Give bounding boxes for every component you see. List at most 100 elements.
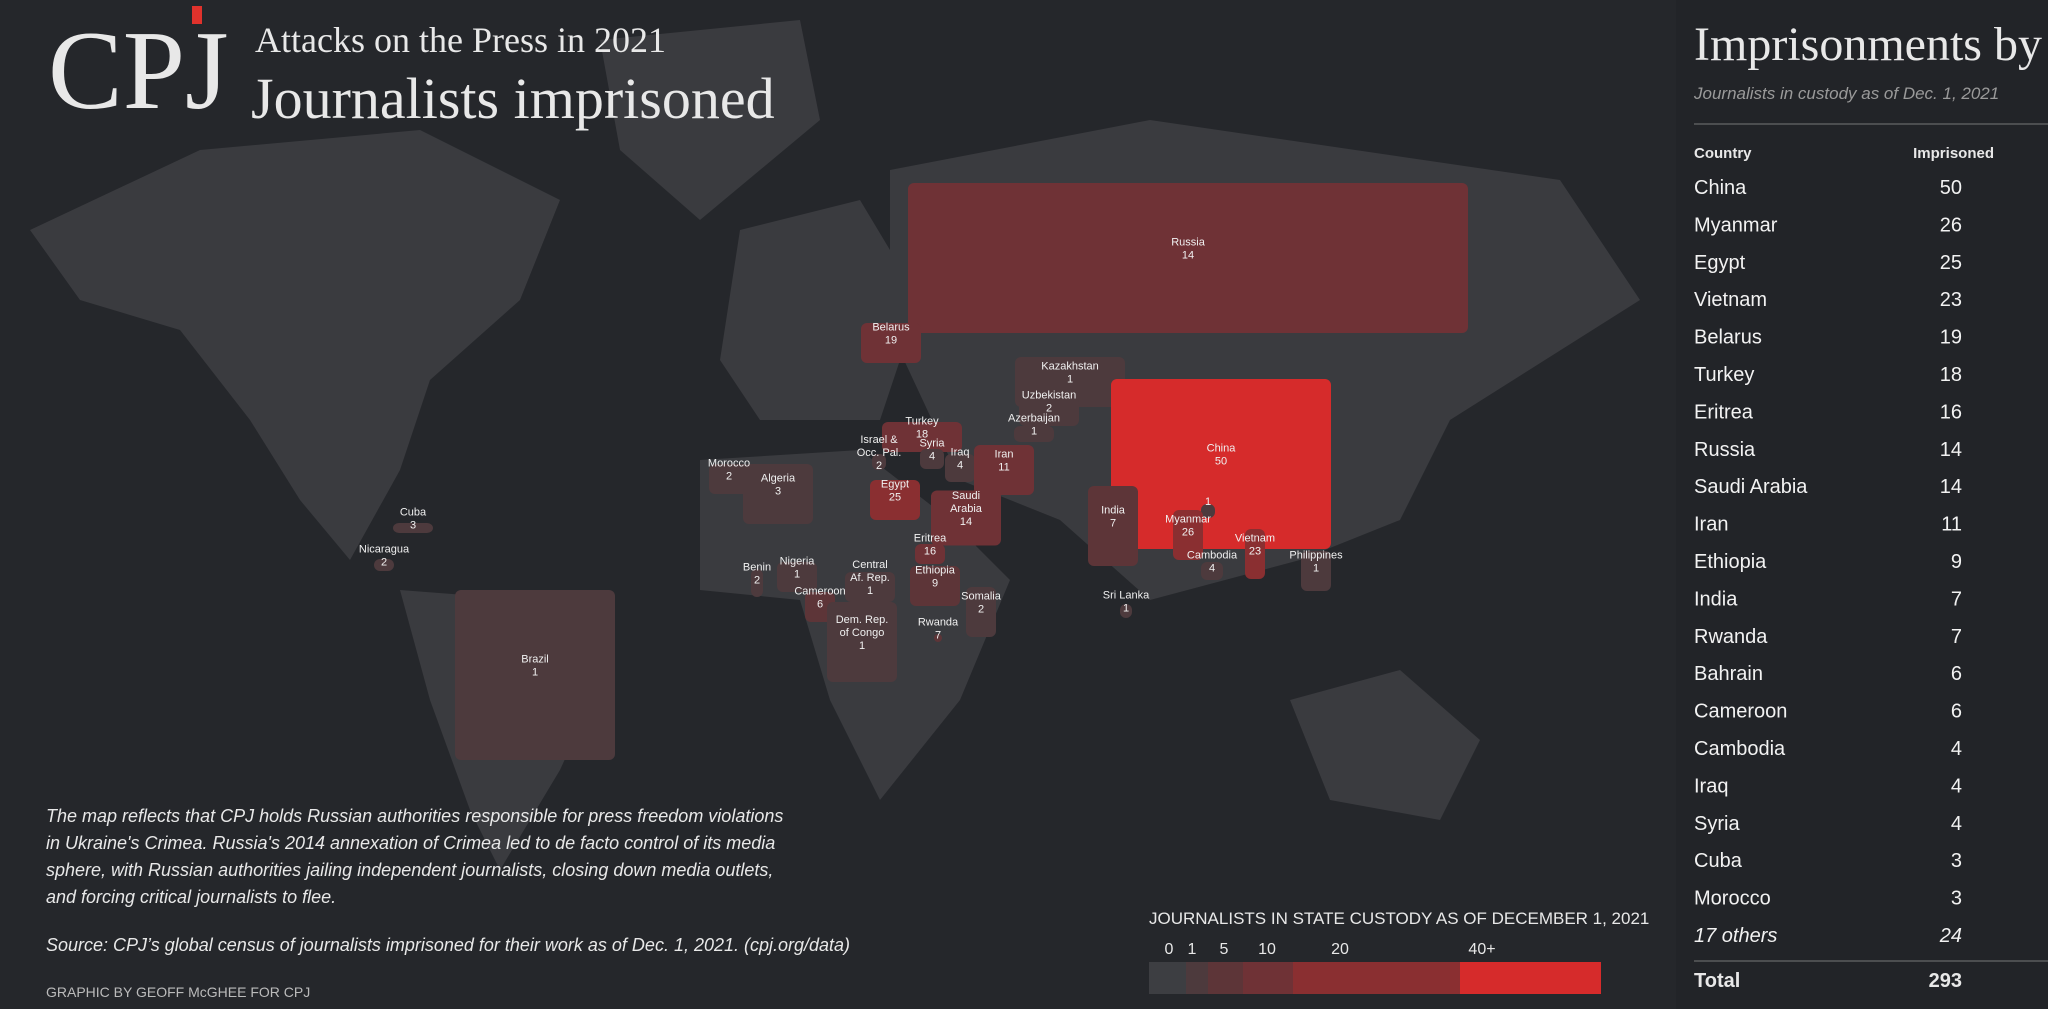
country-name: Israel &	[860, 434, 898, 446]
country-patch	[777, 562, 817, 592]
legend-swatch	[1293, 962, 1460, 994]
country-value: 1	[1313, 563, 1319, 575]
country-value: 1	[1031, 426, 1037, 438]
note-line: in Ukraine's Crimea. Russia's 2014 annex…	[46, 833, 775, 853]
country-value: 11	[998, 462, 1009, 474]
count-cell: 16	[1940, 401, 1962, 423]
country-patch	[915, 544, 945, 564]
logo: CPJ	[48, 9, 229, 133]
country-patch	[882, 422, 962, 452]
country-patch	[709, 464, 749, 494]
country-name: Sri Lanka	[1103, 590, 1150, 602]
country-cell: Russia	[1694, 439, 1756, 461]
count-cell: 9	[1951, 551, 1962, 573]
legend-swatch	[1243, 962, 1293, 994]
country-name: Uzbekistan	[1022, 390, 1076, 402]
country-value: 1	[859, 640, 865, 652]
country-patch	[920, 449, 944, 469]
country-name: Nicaragua	[359, 544, 410, 556]
country-value: 1	[1205, 496, 1211, 508]
legend-swatch	[1208, 962, 1243, 994]
count-cell: 50	[1940, 177, 1962, 199]
country-patch	[945, 454, 975, 482]
country-value: 23	[1249, 546, 1261, 558]
country-patch	[455, 590, 615, 760]
note-line: and forcing critical journalists to flee…	[46, 887, 336, 907]
country-name: Cambodia	[1187, 550, 1238, 562]
country-name: Rwanda	[918, 617, 959, 629]
count-cell: 23	[1940, 289, 1962, 311]
country-patch	[870, 480, 920, 520]
country-patch	[827, 602, 897, 682]
legend: 0 1 5 10 20 40+	[1149, 941, 1601, 994]
legend-swatch	[1460, 962, 1601, 994]
country-cell: Cameroon	[1694, 701, 1787, 723]
country-cell: Iran	[1694, 514, 1728, 536]
country-value: 3	[775, 486, 781, 498]
country-value: 9	[932, 578, 938, 590]
country-value: 4	[957, 460, 963, 472]
country-patch	[1019, 396, 1079, 426]
column-header: Imprisoned	[1913, 145, 1994, 162]
country-name: Myanmar	[1165, 514, 1211, 526]
total-value: 293	[1929, 970, 1962, 992]
country-cell: Ethiopia	[1694, 551, 1767, 573]
country-labels: Russia14Belarus19Kazakhstan1Uzbekistan2A…	[359, 237, 1343, 679]
country-name: Somalia	[961, 591, 1002, 603]
country-patch	[1014, 426, 1054, 442]
country-patch	[872, 454, 886, 470]
country-cell: China	[1694, 177, 1747, 199]
country-value: 50	[1215, 456, 1227, 468]
country-cell: Iraq	[1694, 775, 1728, 797]
kicker: Attacks on the Press in 2021	[255, 20, 666, 60]
country-value: 1	[1123, 603, 1129, 615]
country-value: 19	[885, 335, 897, 347]
notes: The map reflects that CPJ holds Russian …	[46, 806, 850, 955]
country-name: Cameroon	[794, 586, 845, 598]
country-patch	[1245, 529, 1265, 579]
country-patch	[1088, 486, 1138, 566]
legend-tick-label: 10	[1258, 941, 1276, 958]
greenland	[600, 20, 820, 220]
count-cell: 14	[1940, 439, 1962, 461]
country-name: India	[1101, 505, 1126, 517]
country-patch	[1111, 379, 1331, 549]
country-name: Eritrea	[914, 533, 947, 545]
count-cell: 6	[1951, 701, 1962, 723]
country-cell: Saudi Arabia	[1694, 476, 1808, 498]
country-name: Syria	[919, 438, 945, 450]
country-value: 2	[381, 557, 387, 569]
country-cell: Cambodia	[1694, 738, 1786, 760]
country-name: Cuba	[400, 507, 427, 519]
legend-tick-label: 0	[1165, 941, 1174, 958]
count-cell: 11	[1941, 514, 1962, 536]
country-name: Nigeria	[780, 556, 816, 568]
table-rows: China 50 Myanmar 26 Egypt 25 Vietnam 23 Belarus 1…	[1694, 177, 1962, 947]
country-value: 4	[1209, 563, 1215, 575]
australia	[1290, 670, 1480, 820]
count-cell: 6	[1951, 663, 1962, 685]
country-cell: Eritrea	[1694, 401, 1754, 423]
legend-tick-label: 40+	[1468, 941, 1495, 958]
country-patch	[845, 572, 895, 602]
country-name: Russia	[1171, 237, 1206, 249]
country-name: Central	[852, 559, 887, 571]
country-cell: Bahrain	[1694, 663, 1763, 685]
country-patch	[1201, 504, 1215, 518]
country-patch	[966, 587, 996, 637]
count-cell: 4	[1951, 738, 1962, 760]
country-value: 14	[960, 516, 972, 528]
country-value: 25	[889, 492, 901, 504]
country-value: 1	[867, 585, 873, 597]
credit: GRAPHIC BY GEOFF McGHEE FOR CPJ	[46, 984, 310, 1000]
count-cell: 4	[1951, 813, 1962, 835]
count-cell: 26	[1940, 214, 1962, 236]
count-cell: 18	[1940, 364, 1962, 386]
country-patch	[1301, 551, 1331, 591]
country-name: Brazil	[521, 654, 549, 666]
europe	[720, 200, 920, 420]
country-name: Arabia	[950, 503, 983, 515]
country-cell: India	[1694, 588, 1738, 610]
country-patch	[1015, 357, 1125, 407]
